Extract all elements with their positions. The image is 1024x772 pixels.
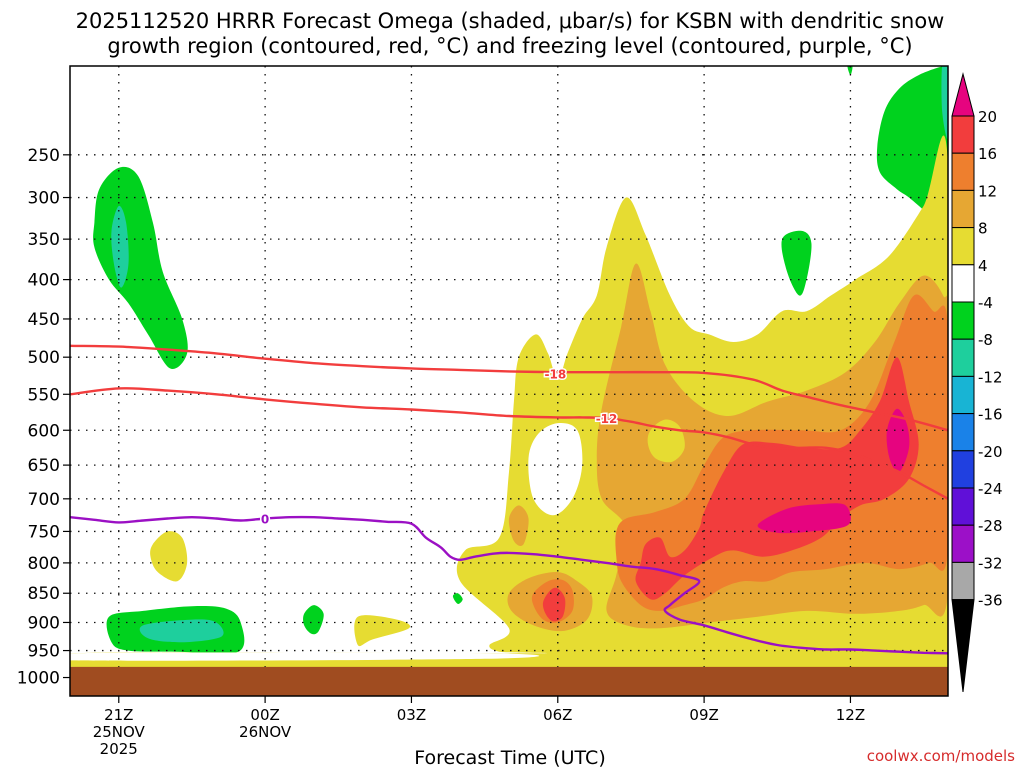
x-tick-year-2025: 2025 xyxy=(100,740,138,758)
y-tick-label-500: 500 xyxy=(28,348,60,368)
y-tick-label-700: 700 xyxy=(28,490,60,510)
colorbar-band-4-8 xyxy=(951,227,975,266)
colorbar-label-12: 12 xyxy=(978,182,997,200)
omega-region-white-pocket-0600 xyxy=(528,422,583,516)
colorbar-label--16: -16 xyxy=(978,406,1003,424)
colorbar-label--32: -32 xyxy=(978,554,1003,572)
omega-region-red-main xyxy=(635,357,919,600)
y-tick-label-550: 550 xyxy=(28,385,60,405)
colorbar-band-12-16 xyxy=(951,152,975,191)
colorbar-label-4: 4 xyxy=(978,257,988,275)
y-tick-label-650: 650 xyxy=(28,456,60,476)
contour-label-freezing-level: 0 xyxy=(261,513,269,527)
omega-region-yellow-small-2200 xyxy=(150,531,188,582)
y-tick-label-750: 750 xyxy=(28,522,60,542)
colorbar-bottom-extend xyxy=(951,599,975,693)
y-tick-label-400: 400 xyxy=(28,271,60,291)
y-tick-label-450: 450 xyxy=(28,310,60,330)
omega-region-bottom-left-teal xyxy=(139,619,224,643)
chart-title-line1: 2025112520 HRRR Forecast Omega (shaded, … xyxy=(76,9,945,33)
y-tick-label-800: 800 xyxy=(28,554,60,574)
omega-region-small-green-0100 xyxy=(303,605,324,635)
colorbar-band--12--8 xyxy=(951,338,975,377)
colorbar-label--12: -12 xyxy=(978,368,1003,386)
colorbar-band--32--28 xyxy=(951,524,975,563)
omega-region-orange-light-0530 xyxy=(508,505,529,546)
omega-region-top-right-teal xyxy=(941,66,948,139)
x-tick-label-06Z: 06Z xyxy=(543,706,572,724)
y-tick-label-850: 850 xyxy=(28,584,60,604)
contour-label-dgz-upper-bound: -18 xyxy=(544,368,566,382)
colorbar-label--4: -4 xyxy=(978,294,993,312)
omega-region-tiny-green-0400 xyxy=(452,593,463,604)
omega-region-small-green-1030 xyxy=(781,230,812,296)
y-axis: 250 300 350 400 450 500 550 600 650 700 750 800 850 9… xyxy=(17,146,70,689)
x-tick-date-26NOV: 26NOV xyxy=(239,723,292,741)
colorbar-band-8-12 xyxy=(951,189,975,229)
omega-region-yellow-small-0200 xyxy=(354,615,411,647)
colorbar-label--20: -20 xyxy=(978,443,1003,461)
y-tick-label-1000: 1000 xyxy=(17,669,60,689)
omega-region-upper-left-green xyxy=(93,166,188,370)
colorbar-label--28: -28 xyxy=(978,517,1003,535)
x-axis-label: Forecast Time (UTC) xyxy=(414,747,605,768)
x-tick-label-12Z: 12Z xyxy=(836,706,865,724)
ground-rect xyxy=(70,666,948,696)
colorbar-band--28--24 xyxy=(951,487,975,526)
y-tick-label-350: 350 xyxy=(28,230,60,250)
colorbar-band--20--16 xyxy=(951,413,975,452)
colorbar-top-extend xyxy=(951,72,975,117)
colorbar-label--24: -24 xyxy=(978,480,1003,498)
x-tick-label-09Z: 09Z xyxy=(689,706,718,724)
omega-region-magenta-1230 xyxy=(886,408,910,473)
colorbar-label--8: -8 xyxy=(978,331,993,349)
colorbar-band--36--32 xyxy=(951,561,975,601)
colorbar-band--24--20 xyxy=(951,450,975,489)
contour-lines: -18 -12 0 xyxy=(70,344,948,655)
ground-layer xyxy=(70,666,948,696)
colorbar-band-16-20 xyxy=(951,115,975,154)
omega-region-upper-left-teal xyxy=(111,205,129,288)
y-tick-label-600: 600 xyxy=(28,421,60,441)
plot-frame xyxy=(69,65,949,697)
chart-title-line2: growth region (contoured, red, °C) and f… xyxy=(107,34,912,58)
y-tick-label-300: 300 xyxy=(28,189,60,209)
contour-dgz-upper-bound xyxy=(70,344,948,432)
colorbar-band--4-4 xyxy=(951,264,975,303)
colorbar-label-20: 20 xyxy=(978,108,997,126)
colorbar-label-8: 8 xyxy=(978,220,988,238)
plot-border xyxy=(69,65,949,697)
omega-shading xyxy=(70,66,948,696)
credit-link[interactable]: coolwx.com/models xyxy=(867,747,1015,765)
y-tick-label-250: 250 xyxy=(28,146,60,166)
x-tick-label-03Z: 03Z xyxy=(397,706,426,724)
y-tick-label-950: 950 xyxy=(28,642,60,662)
omega-region-tiny-green-top xyxy=(847,66,853,76)
omega-region-magenta-0900 xyxy=(757,503,851,534)
colorbar-band--16--12 xyxy=(951,375,975,415)
omega-region-white-floor xyxy=(70,652,540,661)
colorbar-band--8--4 xyxy=(951,301,975,340)
colorbar-label-16: 16 xyxy=(978,145,997,163)
contour-label-dgz-lower-bound: -12 xyxy=(596,412,618,426)
x-tick-label-21Z: 21Z xyxy=(104,706,133,724)
omega-region-red-0600 xyxy=(542,587,566,622)
y-tick-label-900: 900 xyxy=(28,613,60,633)
colorbar-label--36: -36 xyxy=(978,592,1003,610)
contour-dgz-lower-bound xyxy=(70,387,948,500)
x-tick-date-25NOV: 25NOV xyxy=(93,723,146,741)
colorbar: 20 16 12 8 4 -4 -8 -12 -16 -20 -24 -28 -32 -36 xyxy=(951,72,1003,693)
x-tick-label-00Z: 00Z xyxy=(250,706,279,724)
contour-freezing-level xyxy=(70,515,948,655)
